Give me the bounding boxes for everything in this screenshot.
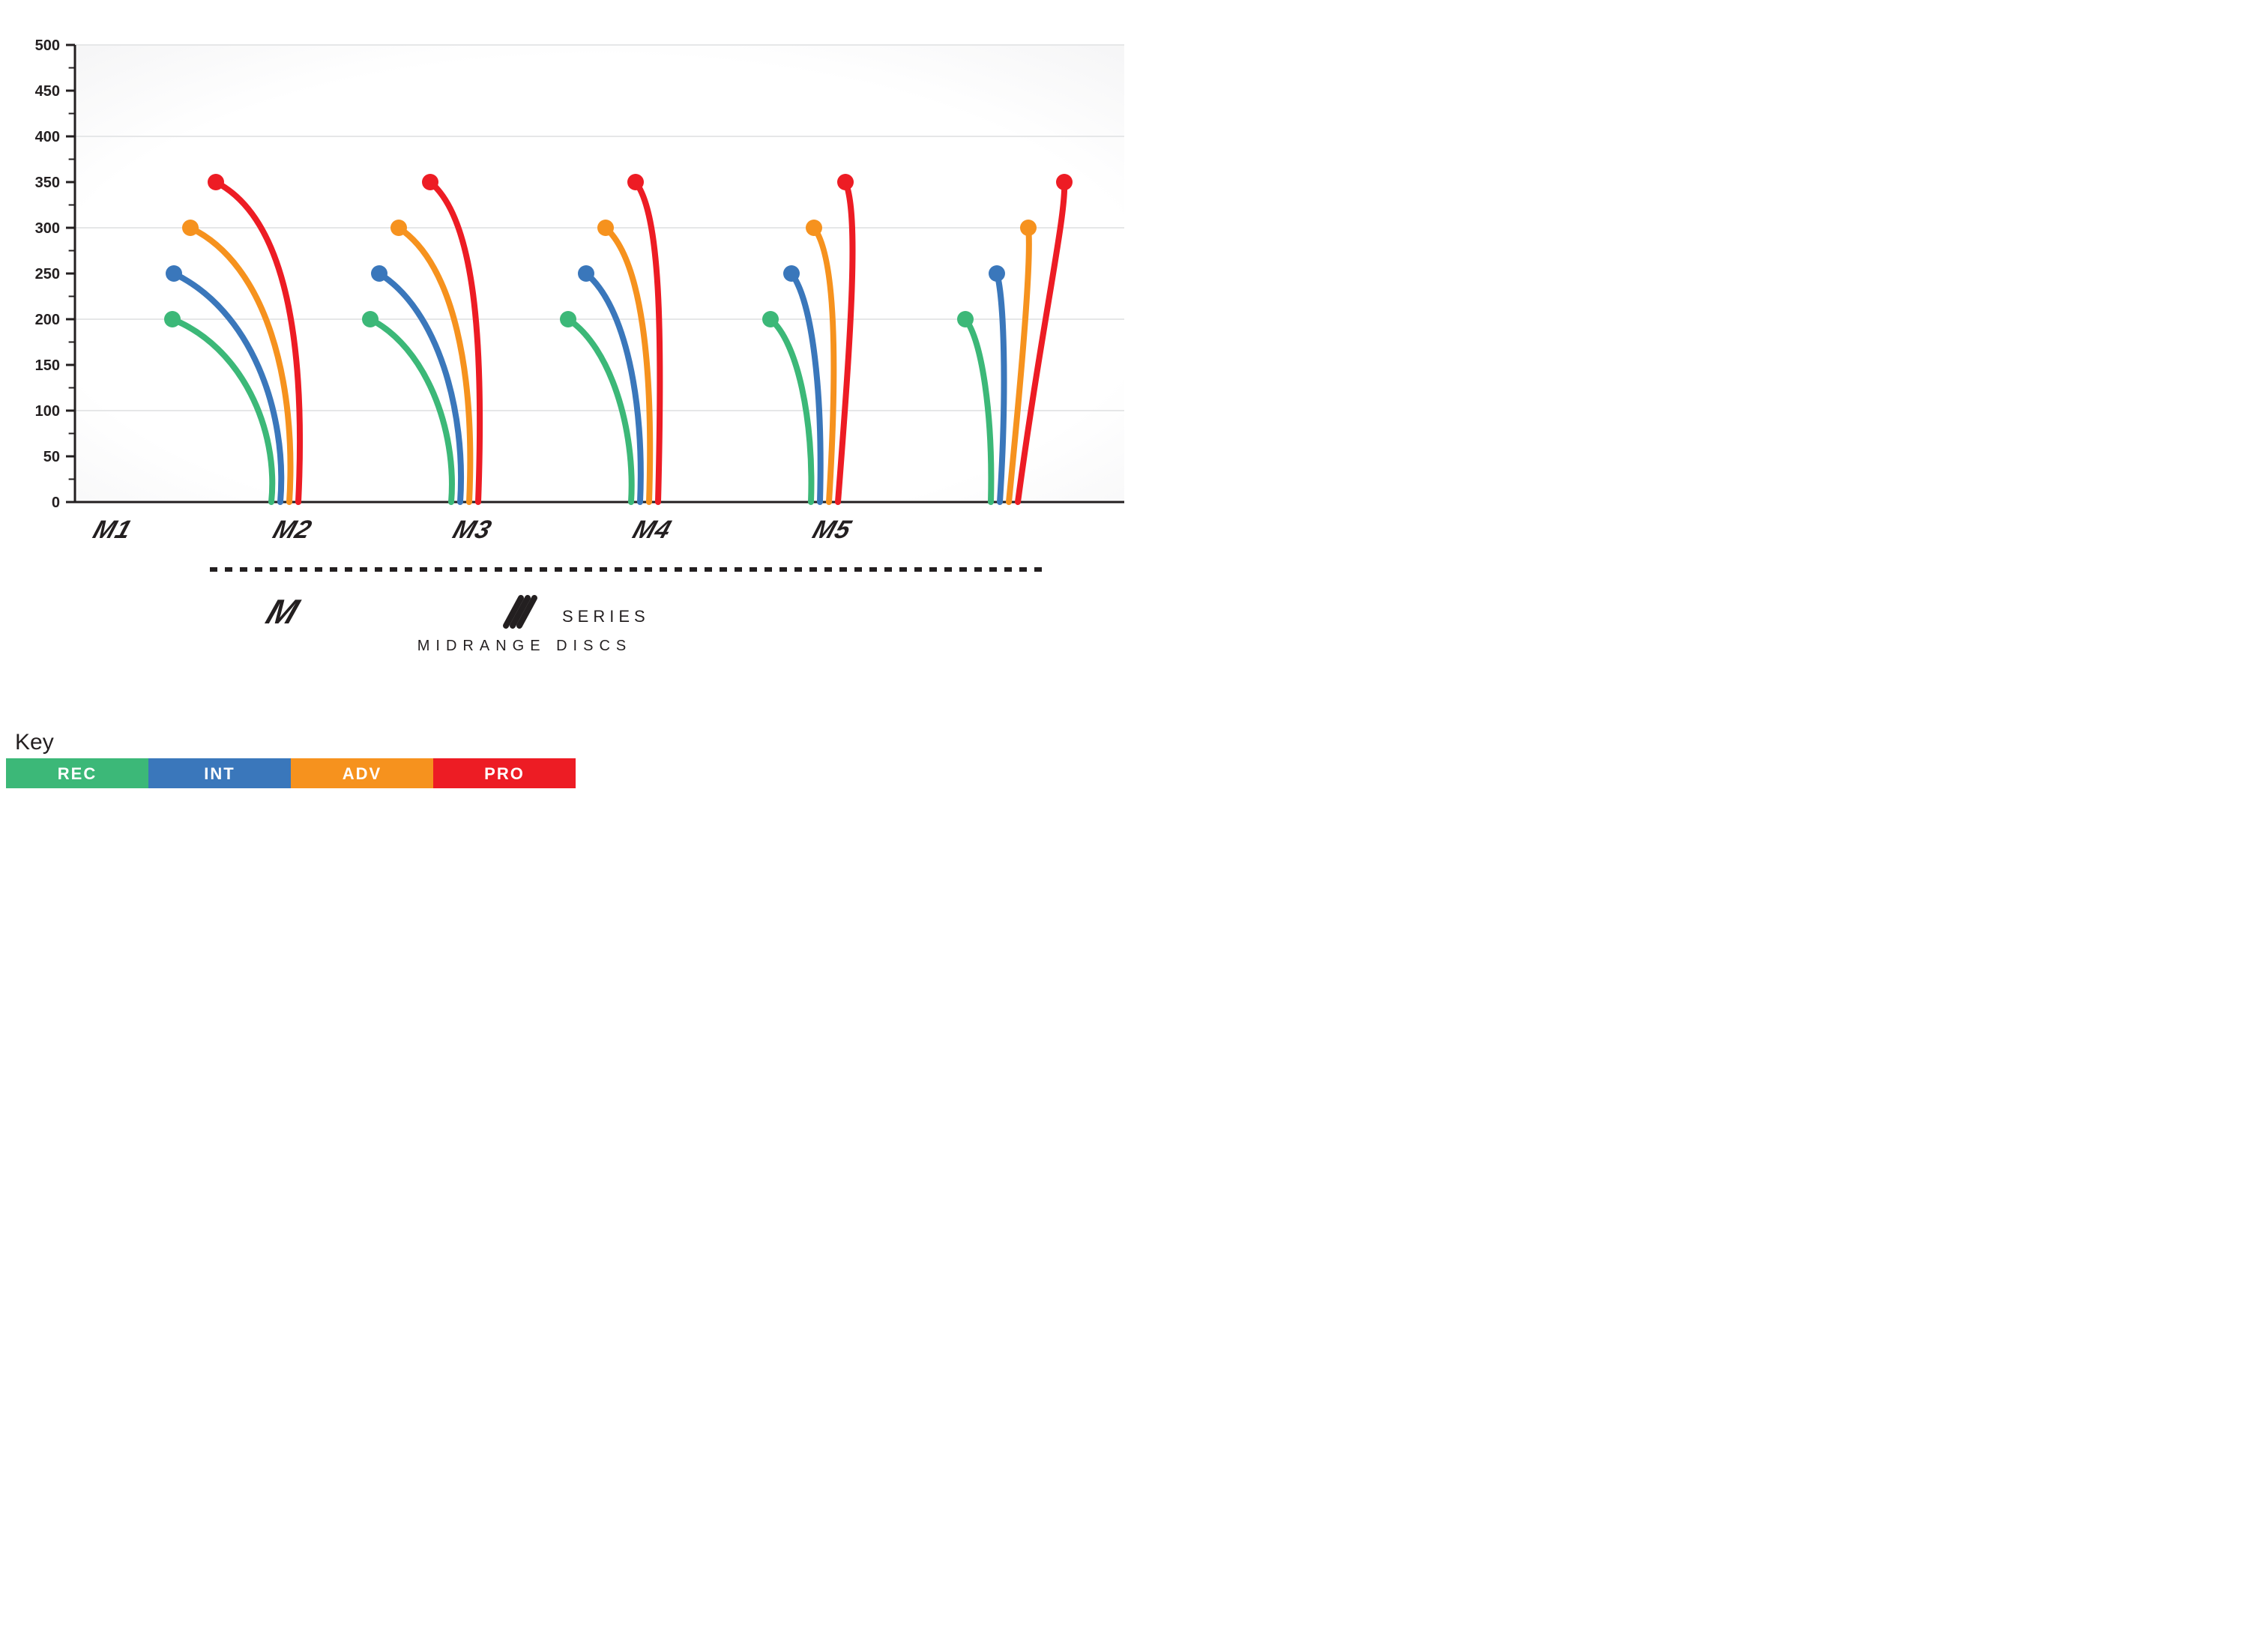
landing-dot-M5-rec: [957, 311, 974, 327]
disc-label-M1: M1: [90, 516, 136, 544]
landing-dot-M4-pro: [837, 174, 854, 190]
disc-label-M3: M3: [450, 516, 496, 544]
legend-label-rec: REC: [58, 764, 97, 783]
y-tick-label: 200: [35, 312, 60, 328]
legend-label-adv: ADV: [343, 764, 381, 783]
y-tick-label: 50: [43, 449, 60, 465]
landing-dot-M3-rec: [560, 311, 576, 327]
disc-label-M2: M2: [270, 516, 316, 544]
landing-dot-M4-int: [783, 265, 800, 282]
flight-chart: 050100150200250300350400450500 M1M2M3M4M…: [0, 0, 1134, 814]
y-tick-label: 150: [35, 357, 60, 374]
landing-dot-M2-rec: [362, 311, 378, 327]
landing-dot-M4-adv: [806, 220, 822, 236]
landing-dot-M3-adv: [597, 220, 614, 236]
y-axis-ticks: 0 50 100 150 200 250 300 350 400 450 500: [35, 37, 75, 511]
landing-dot-M3-int: [578, 265, 594, 282]
landing-dot-M1-rec: [164, 311, 181, 327]
series-logo-m: M: [261, 593, 305, 631]
disc-label-M5: M5: [809, 516, 856, 544]
landing-dot-M1-int: [166, 265, 182, 282]
landing-dot-M5-adv: [1020, 220, 1037, 236]
legend-title: Key: [15, 730, 54, 755]
disc-label-M4: M4: [630, 516, 676, 544]
landing-dot-M1-adv: [182, 220, 199, 236]
series-subtitle: MIDRANGE DISCS: [417, 638, 632, 654]
disc-labels: M1 M2 M3 M4 M5: [90, 516, 856, 544]
landing-dot-M4-rec: [762, 311, 779, 327]
landing-dot-M2-adv: [390, 220, 407, 236]
y-tick-label: 400: [35, 129, 60, 145]
page-root: { "chart": { "type": "flight-path", "bac…: [0, 0, 1134, 814]
legend-label-pro: PRO: [484, 764, 525, 783]
y-tick-label: 250: [35, 266, 60, 282]
y-tick-label: 300: [35, 220, 60, 237]
plot-background: [75, 45, 1124, 502]
landing-dot-M5-int: [989, 265, 1005, 282]
legend: REC INT ADV PRO: [6, 758, 576, 788]
y-tick-label: 350: [35, 175, 60, 191]
y-tick-label: 450: [35, 83, 60, 100]
landing-dot-M2-pro: [422, 174, 438, 190]
landing-dot-M1-pro: [208, 174, 224, 190]
landing-dot-M2-int: [371, 265, 387, 282]
legend-label-int: INT: [204, 764, 235, 783]
y-tick-label: 500: [35, 37, 60, 54]
series-title: M SERIES MIDRANGE DISCS: [261, 593, 649, 654]
series-word: SERIES: [562, 607, 650, 626]
y-tick-label: 0: [52, 495, 60, 511]
landing-dot-M3-pro: [627, 174, 644, 190]
y-tick-label: 100: [35, 403, 60, 420]
landing-dot-M5-pro: [1056, 174, 1073, 190]
